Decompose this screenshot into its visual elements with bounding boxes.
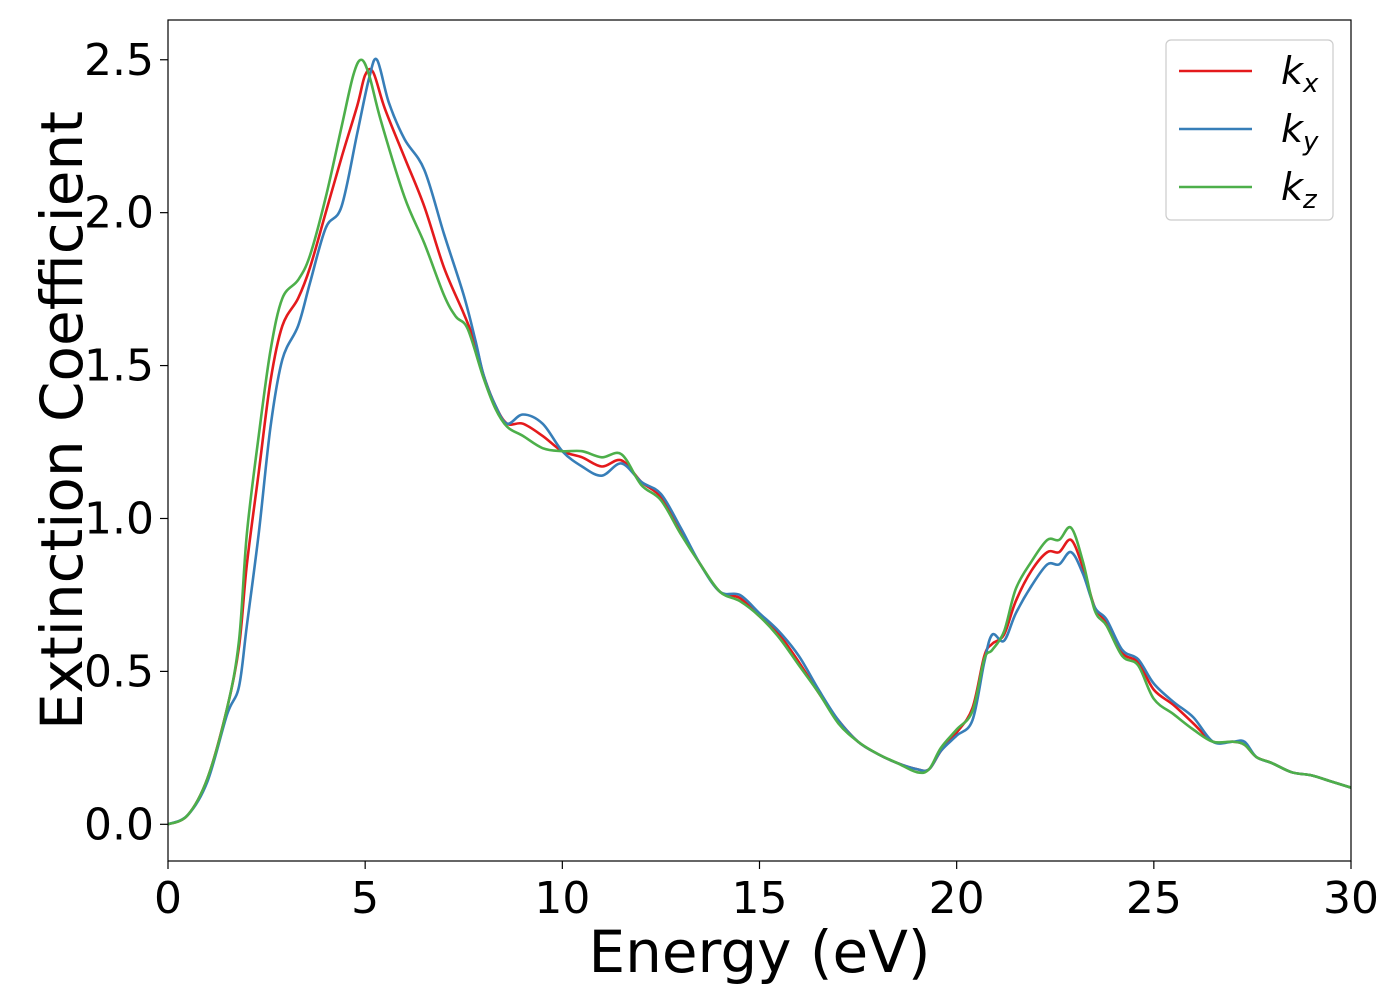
- legend-label-subscript: z: [1302, 185, 1318, 215]
- legend-label-subscript: y: [1302, 127, 1319, 157]
- series-layer: [167, 57, 1352, 826]
- x-tick-label: 30: [1323, 873, 1379, 924]
- x-tick-label: 10: [534, 873, 590, 924]
- x-tick-label: 15: [732, 873, 788, 924]
- legend-label-ky: ky: [1281, 107, 1319, 157]
- x-axis-label: Energy (eV): [588, 918, 930, 986]
- series-line-ky: [167, 57, 1352, 826]
- legend-label-base: k: [1281, 49, 1305, 93]
- legend-label-base: k: [1281, 107, 1305, 151]
- legend-label-kx: kx: [1281, 49, 1319, 99]
- x-axis: 0 5 10 15 20 25 30: [154, 861, 1379, 924]
- y-axis-label: Extinction Coefficient: [28, 111, 96, 730]
- legend-label-kz: kz: [1281, 165, 1318, 215]
- x-tick-label: 25: [1126, 873, 1182, 924]
- legend-label-base: k: [1281, 165, 1305, 209]
- x-tick-label: 20: [929, 873, 985, 924]
- y-tick-label: 2.0: [84, 188, 154, 239]
- y-tick-label: 2.5: [84, 35, 154, 86]
- legend-label-subscript: x: [1302, 69, 1319, 99]
- y-tick-label: 0.0: [84, 799, 154, 850]
- y-axis: 0.0 0.5 1.0 1.5 2.0 2.5: [84, 35, 168, 850]
- y-tick-label: 1.5: [84, 341, 154, 392]
- x-tick-label: 0: [154, 873, 182, 924]
- y-tick-label: 1.0: [84, 493, 154, 544]
- series-line-kz: [167, 58, 1352, 826]
- y-tick-label: 0.5: [84, 646, 154, 697]
- x-tick-label: 5: [351, 873, 379, 924]
